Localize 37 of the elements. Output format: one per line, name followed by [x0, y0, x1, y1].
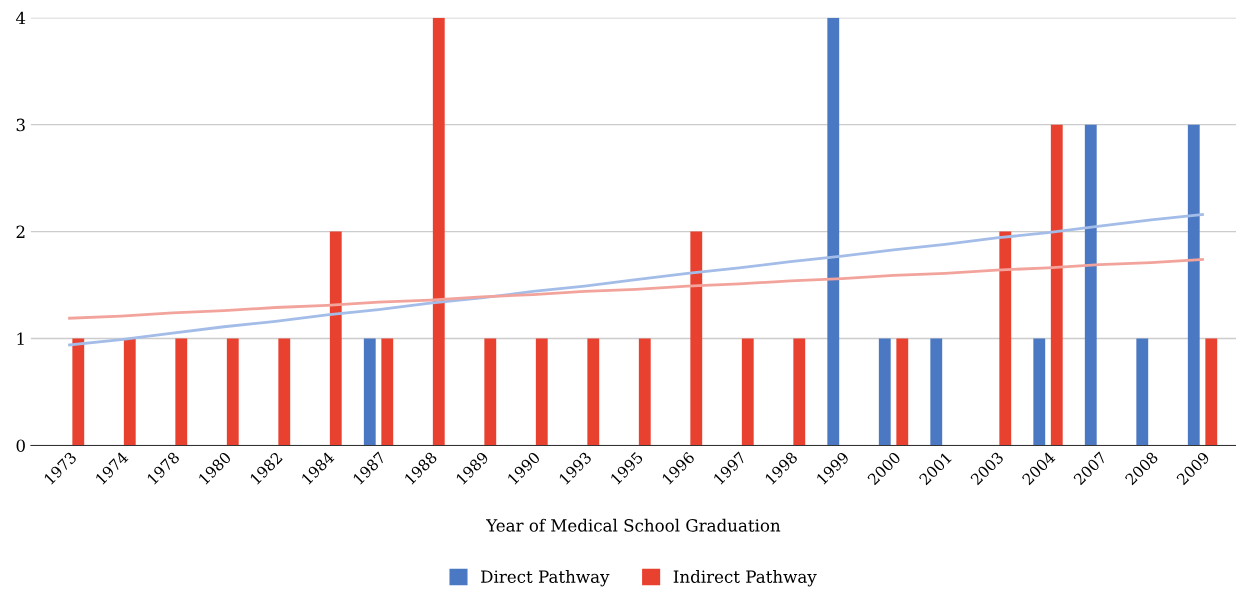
bar [1050, 124, 1063, 446]
bar [587, 338, 600, 446]
bar [1084, 124, 1097, 446]
bar [535, 338, 548, 446]
bar [690, 231, 703, 446]
y-tick-label: 3 [16, 118, 25, 132]
y-tick-label: 1 [17, 332, 24, 345]
bar [381, 338, 394, 446]
bar [1136, 338, 1149, 446]
legend-label: Direct Pathway [481, 570, 610, 587]
legend-label: Indirect Pathway [673, 570, 817, 587]
y-tick-label: 4 [15, 11, 26, 25]
line-series [68, 213, 1204, 347]
bar [930, 338, 943, 446]
bar [484, 338, 497, 446]
bar [329, 231, 342, 446]
bar [741, 338, 754, 446]
bar [1187, 124, 1200, 446]
bar [999, 231, 1012, 446]
bar [1033, 338, 1046, 446]
y-tick-label: 0 [16, 439, 25, 453]
bar [175, 338, 188, 446]
bar [432, 17, 445, 446]
bar [226, 338, 239, 446]
bar [638, 338, 651, 446]
bar [878, 338, 891, 446]
line-series [68, 257, 1204, 320]
bar [793, 338, 806, 446]
bar [896, 338, 909, 446]
x-axis-title: Year of Medical School Graduation [486, 518, 781, 532]
bar [827, 17, 840, 446]
y-tick-label: 2 [16, 225, 25, 238]
bar [363, 338, 376, 446]
bar [1205, 338, 1218, 446]
bar [72, 338, 85, 446]
bar [278, 338, 291, 446]
bar [123, 338, 136, 446]
